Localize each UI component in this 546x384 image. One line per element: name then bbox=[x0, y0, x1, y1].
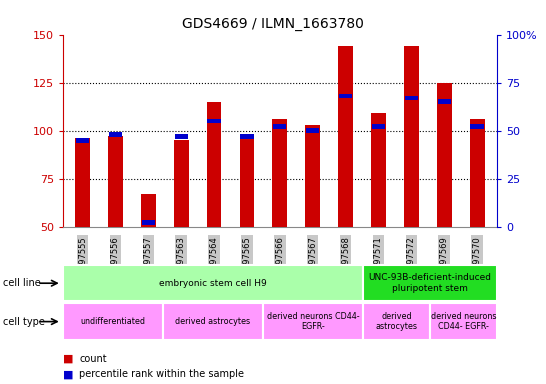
Bar bbox=[207, 119, 221, 123]
Bar bbox=[206, 102, 222, 227]
Bar bbox=[372, 124, 385, 129]
Bar bbox=[75, 138, 90, 227]
Bar bbox=[405, 96, 418, 100]
Text: derived neurons
CD44- EGFR-: derived neurons CD44- EGFR- bbox=[431, 312, 496, 331]
Bar bbox=[63, 303, 163, 340]
Bar bbox=[263, 303, 363, 340]
Bar bbox=[141, 194, 156, 227]
Bar bbox=[108, 136, 123, 227]
Bar bbox=[174, 140, 188, 227]
Text: GDS4669 / ILMN_1663780: GDS4669 / ILMN_1663780 bbox=[182, 17, 364, 31]
Bar bbox=[272, 119, 287, 227]
Bar bbox=[437, 83, 452, 227]
Text: embryonic stem cell H9: embryonic stem cell H9 bbox=[159, 279, 267, 288]
Text: ■: ■ bbox=[63, 354, 73, 364]
Text: derived astrocytes: derived astrocytes bbox=[175, 317, 251, 326]
Bar bbox=[430, 303, 497, 340]
Bar bbox=[404, 46, 419, 227]
Bar bbox=[240, 134, 253, 139]
Bar bbox=[109, 132, 122, 137]
Bar bbox=[470, 119, 484, 227]
Bar bbox=[141, 220, 155, 225]
Text: count: count bbox=[79, 354, 107, 364]
Text: percentile rank within the sample: percentile rank within the sample bbox=[79, 369, 244, 379]
Text: derived
astrocytes: derived astrocytes bbox=[376, 312, 418, 331]
Text: cell line: cell line bbox=[3, 278, 40, 288]
Bar bbox=[437, 99, 451, 104]
Text: ■: ■ bbox=[63, 369, 73, 379]
Bar bbox=[240, 138, 254, 227]
Bar bbox=[363, 265, 497, 301]
Text: derived neurons CD44-
EGFR-: derived neurons CD44- EGFR- bbox=[267, 312, 359, 331]
Bar bbox=[63, 265, 363, 301]
Text: UNC-93B-deficient-induced
pluripotent stem: UNC-93B-deficient-induced pluripotent st… bbox=[369, 273, 491, 293]
Text: cell type: cell type bbox=[3, 316, 45, 327]
Bar bbox=[163, 303, 263, 340]
Bar bbox=[338, 46, 353, 227]
Text: undifferentiated: undifferentiated bbox=[80, 317, 145, 326]
Bar bbox=[471, 124, 484, 129]
Bar bbox=[371, 113, 386, 227]
Bar bbox=[76, 138, 89, 142]
Bar bbox=[339, 94, 352, 98]
Bar bbox=[306, 128, 319, 133]
Bar bbox=[305, 125, 320, 227]
Bar bbox=[273, 124, 287, 129]
Bar bbox=[175, 134, 188, 139]
Bar bbox=[363, 303, 430, 340]
